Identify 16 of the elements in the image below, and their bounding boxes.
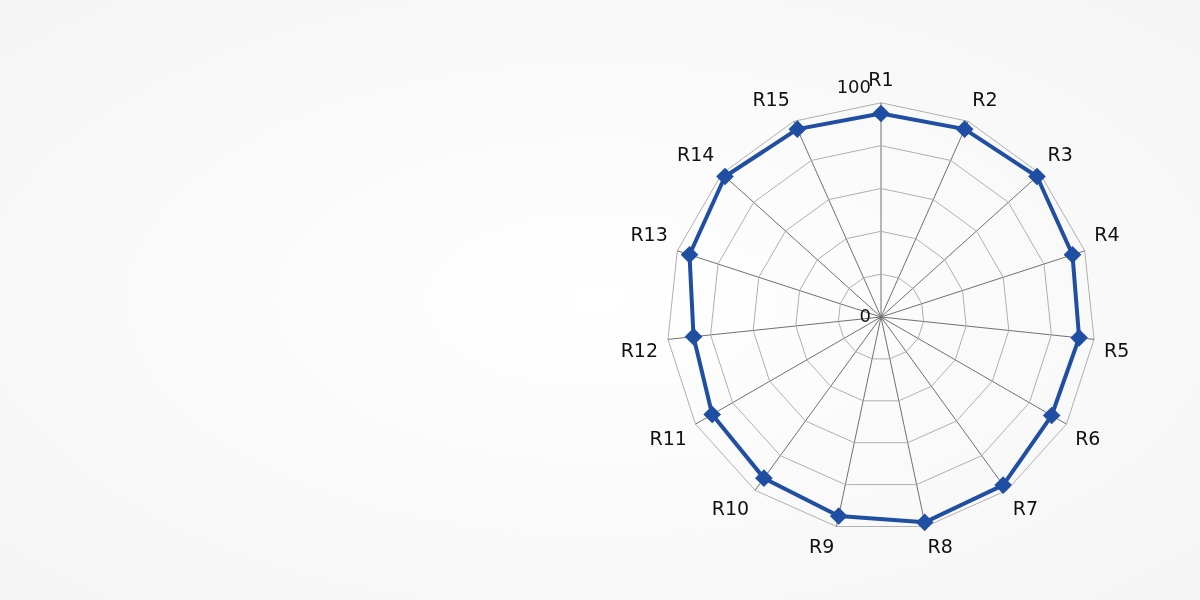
spoke-label: R6 xyxy=(1075,427,1101,450)
spoke-label: R7 xyxy=(1012,496,1039,519)
spoke-label: R4 xyxy=(1094,223,1120,246)
spoke-label: R13 xyxy=(630,223,668,246)
spoke-label: R2 xyxy=(972,87,998,110)
spoke-label: R3 xyxy=(1047,142,1073,165)
spoke-label: R5 xyxy=(1103,338,1130,361)
spoke-label: R11 xyxy=(649,427,687,450)
spoke-label: R10 xyxy=(711,496,750,519)
y-tick-label: 100 xyxy=(836,76,871,98)
spoke-label: R9 xyxy=(809,534,835,557)
spoke-label: R14 xyxy=(677,142,715,165)
spoke-label: R12 xyxy=(620,338,659,361)
y-tick-label: 0 xyxy=(859,304,871,326)
spoke-label: R15 xyxy=(752,87,790,110)
spoke-label: R8 xyxy=(927,534,953,557)
